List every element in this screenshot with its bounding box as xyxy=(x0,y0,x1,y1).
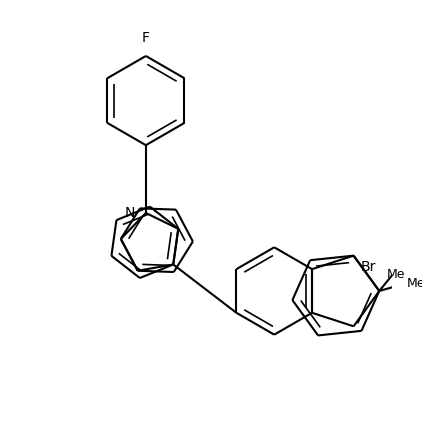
Text: Me: Me xyxy=(407,277,422,290)
Text: Br: Br xyxy=(361,260,376,274)
Text: Me: Me xyxy=(387,268,405,281)
Text: N: N xyxy=(124,206,135,220)
Text: F: F xyxy=(142,31,150,45)
